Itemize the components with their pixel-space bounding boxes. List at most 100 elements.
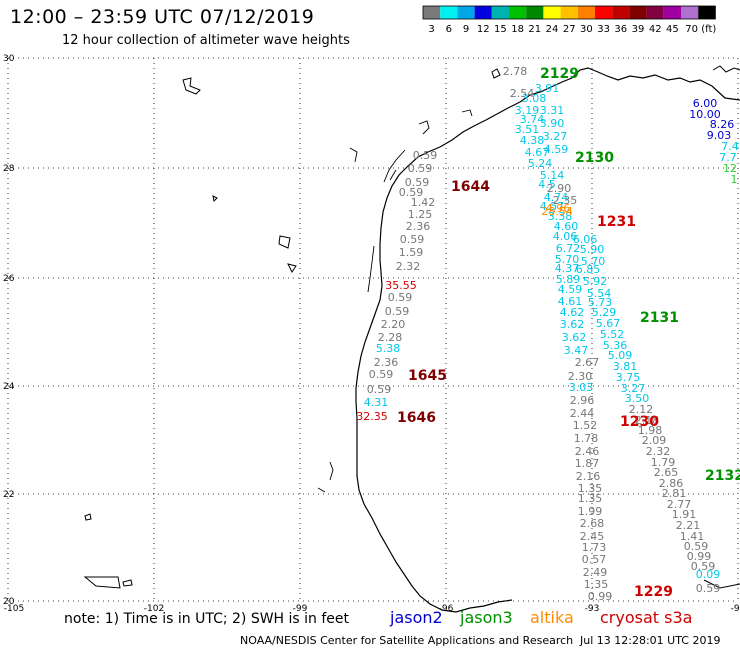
wave-height-value: 5.70	[555, 253, 580, 266]
colorbar-swatch	[646, 6, 664, 19]
east-coast-segment	[703, 65, 740, 589]
wave-height-value: 4.96	[546, 202, 571, 215]
legend-cryosat-s3a: cryosat s3a	[600, 608, 693, 627]
wave-height-value: 5.70	[581, 255, 606, 268]
grey-track-east: 2.122.181.982.092.321.792.652.862.812.77…	[629, 403, 721, 595]
colorbar-swatch	[491, 6, 509, 19]
colorbar-swatch	[457, 6, 475, 19]
wave-height-value: 3.81	[613, 360, 638, 373]
colorbar-label: 42	[649, 24, 662, 35]
wave-height-value: 3.03	[569, 381, 594, 394]
wave-height-value: 5.14	[540, 169, 565, 182]
wave-height-value: 1.87	[575, 457, 600, 470]
pass-time-label: 2130	[575, 150, 614, 166]
longitude-label: -102	[144, 604, 164, 614]
lat-lon-grid	[7, 57, 739, 602]
small-island	[212, 195, 218, 203]
wave-height-value: 3.31	[540, 104, 565, 117]
wave-height-value: 3.27	[621, 382, 646, 395]
wave-height-value: 2.18	[635, 414, 660, 427]
wave-height-value: 5.92	[583, 275, 608, 288]
wave-height-value: 4.57	[540, 200, 565, 213]
wave-height-value: 0.59	[388, 291, 413, 304]
wave-height-value: 2.77	[667, 498, 692, 511]
longitude-label: -93	[585, 604, 600, 614]
wave-height-value: 0.09	[696, 568, 721, 581]
wave-height-value: 2.54	[510, 87, 535, 100]
axis-tick-labels: -105 -102 -99 -96 -93 -90 30 28 26 24 22 20	[3, 54, 740, 614]
wave-height-value: 3.75	[616, 371, 641, 384]
wave-height-value: 2.45	[580, 530, 605, 543]
wave-height-value: 7.7	[719, 151, 737, 164]
pass-time-label: 1644	[451, 179, 490, 195]
wave-height-value: 2.65	[654, 466, 679, 479]
wave-height-value: 0.59	[385, 305, 410, 318]
wave-height-value: 2.32	[396, 260, 421, 273]
small-island	[84, 513, 92, 521]
colorbar-label: 6	[446, 24, 452, 35]
pass-time-label: 1646	[397, 410, 436, 426]
wave-height-value: 5.09	[608, 349, 633, 362]
wave-height-value: 5.73	[588, 296, 613, 309]
colorbar-swatch	[577, 6, 595, 19]
wave-height-value: 4.61	[558, 295, 583, 308]
wave-height-value: 2.36	[374, 356, 399, 369]
colorbar-label: 39	[632, 24, 645, 35]
footer-timestamp: Jul 13 12:28:01 UTC 2019	[580, 634, 721, 647]
wave-height-value: 5.24	[528, 157, 553, 170]
colorbar-frame	[422, 5, 716, 20]
longitude-label: -90	[731, 604, 740, 614]
latitude-label: 20	[3, 597, 15, 607]
wave-height-value: 0.59	[691, 560, 716, 573]
colorbar-swatch	[423, 6, 441, 19]
wave-height-value: 0.99	[588, 590, 613, 603]
wave-height-value: 1.35	[584, 578, 609, 591]
map-title: 12:00 – 23:59 UTC 07/12/2019	[10, 6, 315, 28]
colorbar-swatch	[474, 6, 492, 19]
wave-height-value: 2.96	[570, 394, 595, 407]
wave-height-value: 1.41	[680, 530, 705, 543]
wave-height-value: 4.37	[555, 262, 580, 275]
wave-height-value: 0.57	[582, 553, 607, 566]
wave-height-value: 1.35	[578, 492, 603, 505]
colorbar-label: 9	[463, 24, 469, 35]
colorbar-label: 36	[614, 24, 627, 35]
wave-height-value: 1.59	[399, 246, 424, 259]
wave-height-value: 2.35	[553, 194, 578, 207]
legend-jason2: jason2	[390, 608, 443, 627]
wave-height-value: 4.06	[553, 230, 578, 243]
wave-height-value: 35.55	[385, 279, 417, 292]
colorbar-swatch	[681, 6, 699, 19]
colorbar-swatch	[612, 6, 630, 19]
wave-height-value: 3.08	[522, 92, 547, 105]
wave-height-value: 3.74	[520, 113, 545, 126]
wave-height-value: 1.35	[578, 482, 603, 495]
gulf-coastline	[355, 67, 740, 613]
wave-height-value: 5.54	[587, 287, 612, 300]
wave-height-value: 0.59	[369, 368, 394, 381]
colorbar-label: 45	[666, 24, 679, 35]
wave-height-value: 2.44	[570, 407, 595, 420]
wave-height-value: 5.29	[592, 306, 617, 319]
colorbar-swatch	[440, 6, 458, 19]
wave-height-value: 2.67	[575, 356, 600, 369]
darkred-track-west: 35.55 32.35	[356, 279, 417, 423]
colorbar-label: 12	[477, 24, 490, 35]
colorbar-label: 15	[494, 24, 507, 35]
colorbar-swatch	[629, 6, 647, 19]
wave-height-value: 5.52	[600, 328, 625, 341]
grey-track-west: 0.590.590.590.591.421.252.360.591.592.32…	[367, 65, 535, 396]
wave-height-value: 0.59	[696, 582, 721, 595]
wave-height-value: 1.52	[573, 419, 598, 432]
wave-height-value: 6.00	[693, 97, 718, 110]
wave-height-value: 5.90	[580, 243, 605, 256]
wave-height-value: 2.90	[547, 182, 572, 195]
wave-height-value: 2.86	[659, 477, 684, 490]
units-note: note: 1) Time is in UTC; 2) SWH is in fe…	[64, 611, 350, 627]
wave-height-value: 2.20	[381, 318, 406, 331]
wave-height-value: 2.09	[642, 434, 667, 447]
wave-height-value: 2.28	[378, 331, 403, 344]
wave-height-value: 2.32	[646, 445, 671, 458]
colorbar-label: 21	[528, 24, 541, 35]
